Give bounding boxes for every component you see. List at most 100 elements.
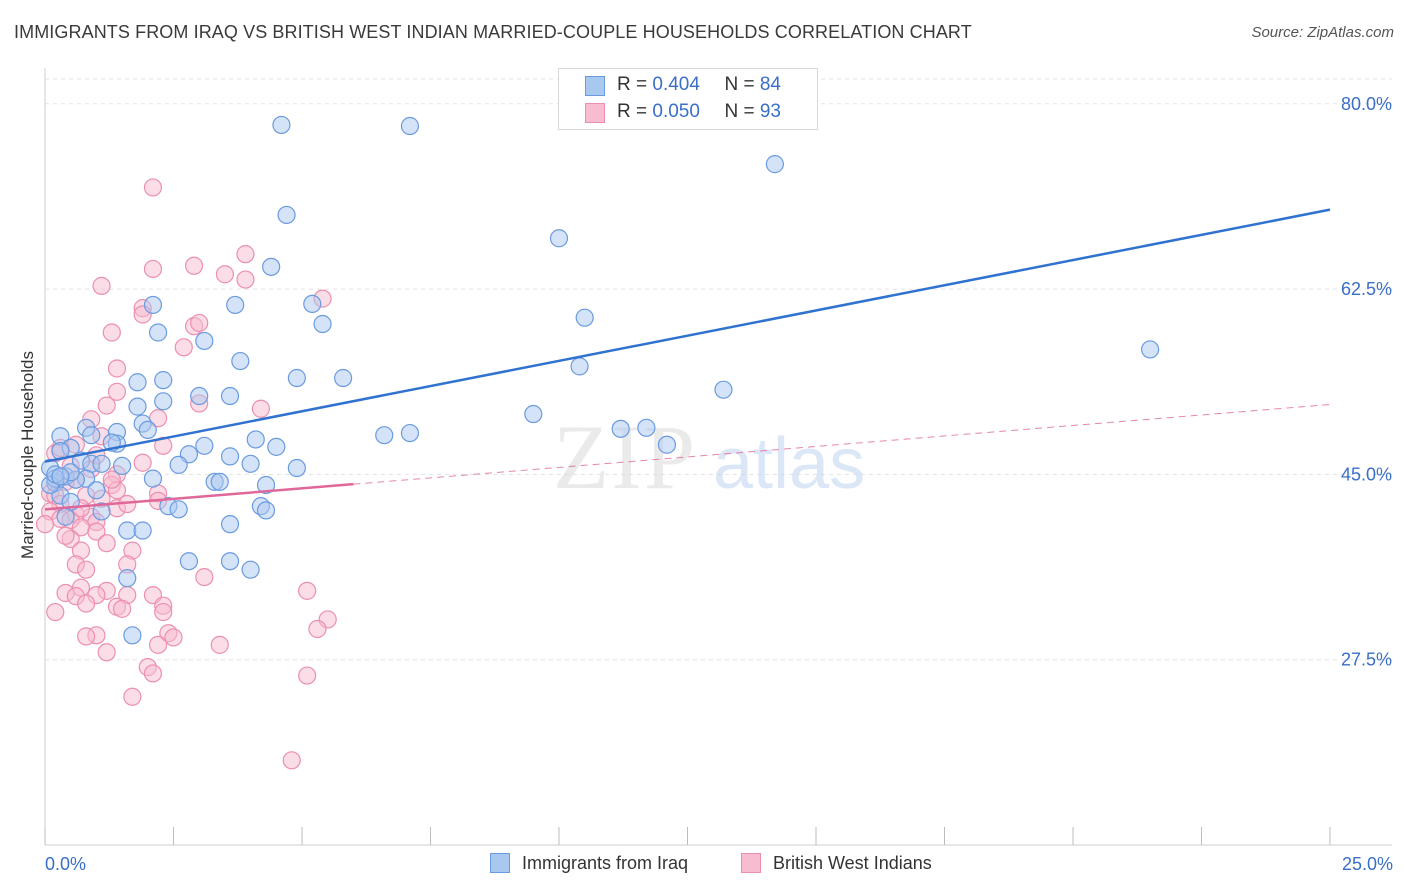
- point-british-west-indians: [148, 635, 168, 654]
- point-iraq: [231, 351, 250, 371]
- point-iraq: [303, 294, 322, 313]
- point-iraq: [549, 229, 569, 248]
- n-value-bwi: 93: [759, 101, 781, 122]
- point-iraq: [277, 205, 296, 225]
- point-iraq: [611, 419, 630, 438]
- legend-swatch-iraq: [490, 853, 510, 873]
- point-iraq: [575, 308, 594, 327]
- point-iraq: [262, 257, 281, 276]
- point-iraq: [272, 115, 291, 135]
- point-iraq: [195, 331, 214, 351]
- watermark-atlas: atlas: [713, 424, 865, 504]
- point-iraq: [133, 521, 152, 540]
- point-iraq: [267, 437, 286, 456]
- point-iraq: [1140, 340, 1160, 359]
- point-iraq: [82, 426, 101, 445]
- y-tick-label: 45.0%: [1341, 464, 1392, 484]
- point-iraq: [143, 469, 163, 488]
- legend-label-bwi: British West Indians: [773, 853, 932, 873]
- point-iraq: [287, 458, 306, 478]
- legend-label-iraq: Immigrants from Iraq: [522, 853, 689, 873]
- r-value-iraq: 0.404: [652, 74, 700, 95]
- tick-labels: 27.5% 45.0% 62.5% 80.0% 0.0% 25.0%: [45, 94, 1393, 874]
- point-british-west-indians: [97, 643, 116, 662]
- point-british-west-indians: [77, 594, 96, 613]
- point-iraq: [179, 552, 199, 571]
- point-british-west-indians: [92, 276, 111, 295]
- point-british-west-indians: [298, 581, 317, 600]
- point-iraq: [256, 475, 276, 495]
- point-british-west-indians: [77, 560, 96, 579]
- r-label: R =: [617, 101, 653, 122]
- point-british-west-indians: [184, 256, 204, 275]
- point-iraq: [220, 515, 240, 534]
- point-iraq: [220, 447, 240, 466]
- point-british-west-indians: [112, 599, 132, 618]
- point-british-west-indians: [154, 602, 173, 622]
- point-british-west-indians: [102, 470, 121, 489]
- point-iraq: [287, 368, 306, 388]
- x-tick-label-max: 25.0%: [1342, 854, 1393, 874]
- x-tick-label-min: 0.0%: [45, 854, 86, 874]
- legend-swatch-bwi: [741, 853, 761, 873]
- legend-swatch-bwi: [585, 103, 605, 123]
- point-iraq: [154, 392, 173, 411]
- source-label: Source: ZipAtlas.com: [1251, 24, 1394, 41]
- watermark: ZIP atlas: [553, 406, 865, 508]
- point-british-west-indians: [236, 245, 255, 264]
- point-iraq: [190, 386, 209, 406]
- point-british-west-indians: [143, 178, 163, 197]
- point-british-west-indians: [133, 453, 152, 472]
- point-british-west-indians: [210, 635, 229, 654]
- point-iraq: [148, 323, 168, 342]
- point-iraq: [169, 500, 188, 519]
- r-label: R =: [617, 74, 653, 95]
- point-iraq: [210, 472, 229, 491]
- point-iraq: [128, 397, 147, 416]
- point-british-west-indians: [107, 382, 127, 401]
- point-iraq: [220, 552, 240, 571]
- point-british-west-indians: [195, 567, 214, 587]
- point-iraq: [92, 502, 111, 521]
- point-iraq: [313, 314, 332, 334]
- point-iraq: [87, 481, 106, 500]
- point-iraq: [637, 418, 656, 437]
- point-british-west-indians: [174, 338, 193, 357]
- point-iraq: [195, 436, 214, 455]
- point-iraq: [241, 560, 260, 579]
- point-iraq: [112, 456, 132, 476]
- point-british-west-indians: [97, 396, 116, 415]
- point-iraq: [92, 454, 111, 473]
- point-iraq: [118, 521, 137, 540]
- point-iraq: [169, 455, 188, 474]
- point-iraq: [570, 357, 589, 376]
- n-label: N =: [724, 101, 760, 122]
- point-iraq: [241, 454, 260, 473]
- legend-swatch-iraq: [585, 76, 605, 96]
- point-iraq: [226, 295, 245, 315]
- point-iraq: [56, 507, 75, 526]
- y-tick-label: 27.5%: [1341, 650, 1392, 670]
- point-iraq: [334, 368, 353, 388]
- point-british-west-indians: [35, 515, 55, 534]
- point-british-west-indians: [143, 259, 163, 279]
- point-iraq: [154, 371, 173, 390]
- correlation-legend: R = 0.404 N = 84 R = 0.050 N = 93: [558, 68, 818, 130]
- point-british-west-indians: [236, 270, 255, 289]
- point-british-west-indians: [77, 627, 96, 646]
- point-iraq: [118, 569, 137, 588]
- chart-title: IMMIGRANTS FROM IRAQ VS BRITISH WEST IND…: [14, 22, 972, 42]
- point-british-west-indians: [107, 359, 127, 378]
- point-iraq: [143, 295, 163, 315]
- y-tick-label: 62.5%: [1341, 279, 1392, 299]
- trend-line-iraq: [44, 208, 1331, 463]
- point-iraq: [256, 501, 276, 520]
- r-value-bwi: 0.050: [652, 101, 700, 122]
- trend-line-bwi-solid: [44, 482, 354, 511]
- point-iraq: [375, 426, 394, 445]
- point-british-west-indians: [190, 313, 209, 333]
- point-british-west-indians: [102, 323, 121, 342]
- point-iraq: [657, 435, 677, 454]
- point-iraq: [246, 430, 265, 449]
